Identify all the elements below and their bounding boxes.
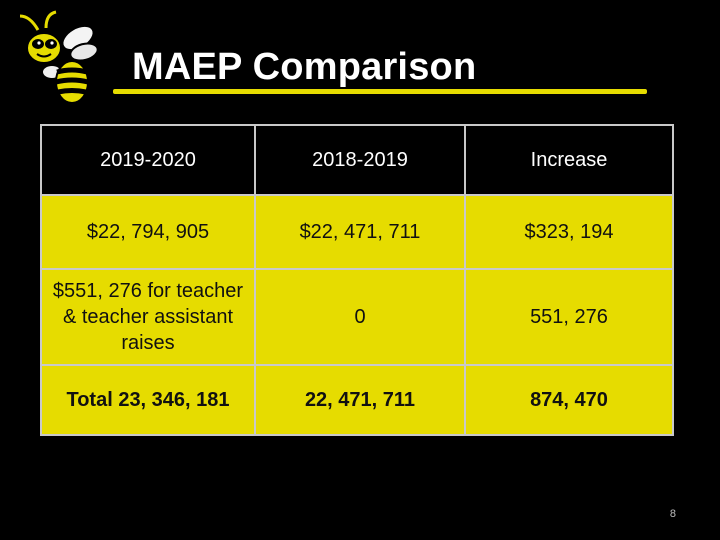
yellow-jacket-mascot-icon [19,10,99,106]
maep-comparison-table: 2019-2020 2018-2019 Increase $22, 794, 9… [40,124,674,436]
cell-2018-2019-raises: 0 [254,268,466,366]
page-number: 8 [669,508,676,520]
table-row-total: Total 23, 346, 181 22, 471, 711 874, 470 [40,364,674,436]
slide-title: MAEP Comparison [132,46,477,88]
cell-2019-2020-base: $22, 794, 905 [40,194,256,270]
cell-2019-2020-raises: $551, 276 for teacher & teacher assistan… [40,268,256,366]
cell-2018-2019-base: $22, 471, 711 [254,194,466,270]
table-header-row: 2019-2020 2018-2019 Increase [40,124,674,196]
table-row: $551, 276 for teacher & teacher assistan… [40,268,674,366]
cell-increase-total: 874, 470 [464,364,674,436]
cell-increase-raises: 551, 276 [464,268,674,366]
cell-2019-2020-total: Total 23, 346, 181 [40,364,256,436]
cell-2018-2019-total: 22, 471, 711 [254,364,466,436]
header-2018-2019: 2018-2019 [254,124,466,196]
header-2019-2020: 2019-2020 [40,124,256,196]
cell-increase-base: $323, 194 [464,194,674,270]
header-increase: Increase [464,124,674,196]
title-underline [113,89,647,94]
table-row: $22, 794, 905 $22, 471, 711 $323, 194 [40,194,674,270]
